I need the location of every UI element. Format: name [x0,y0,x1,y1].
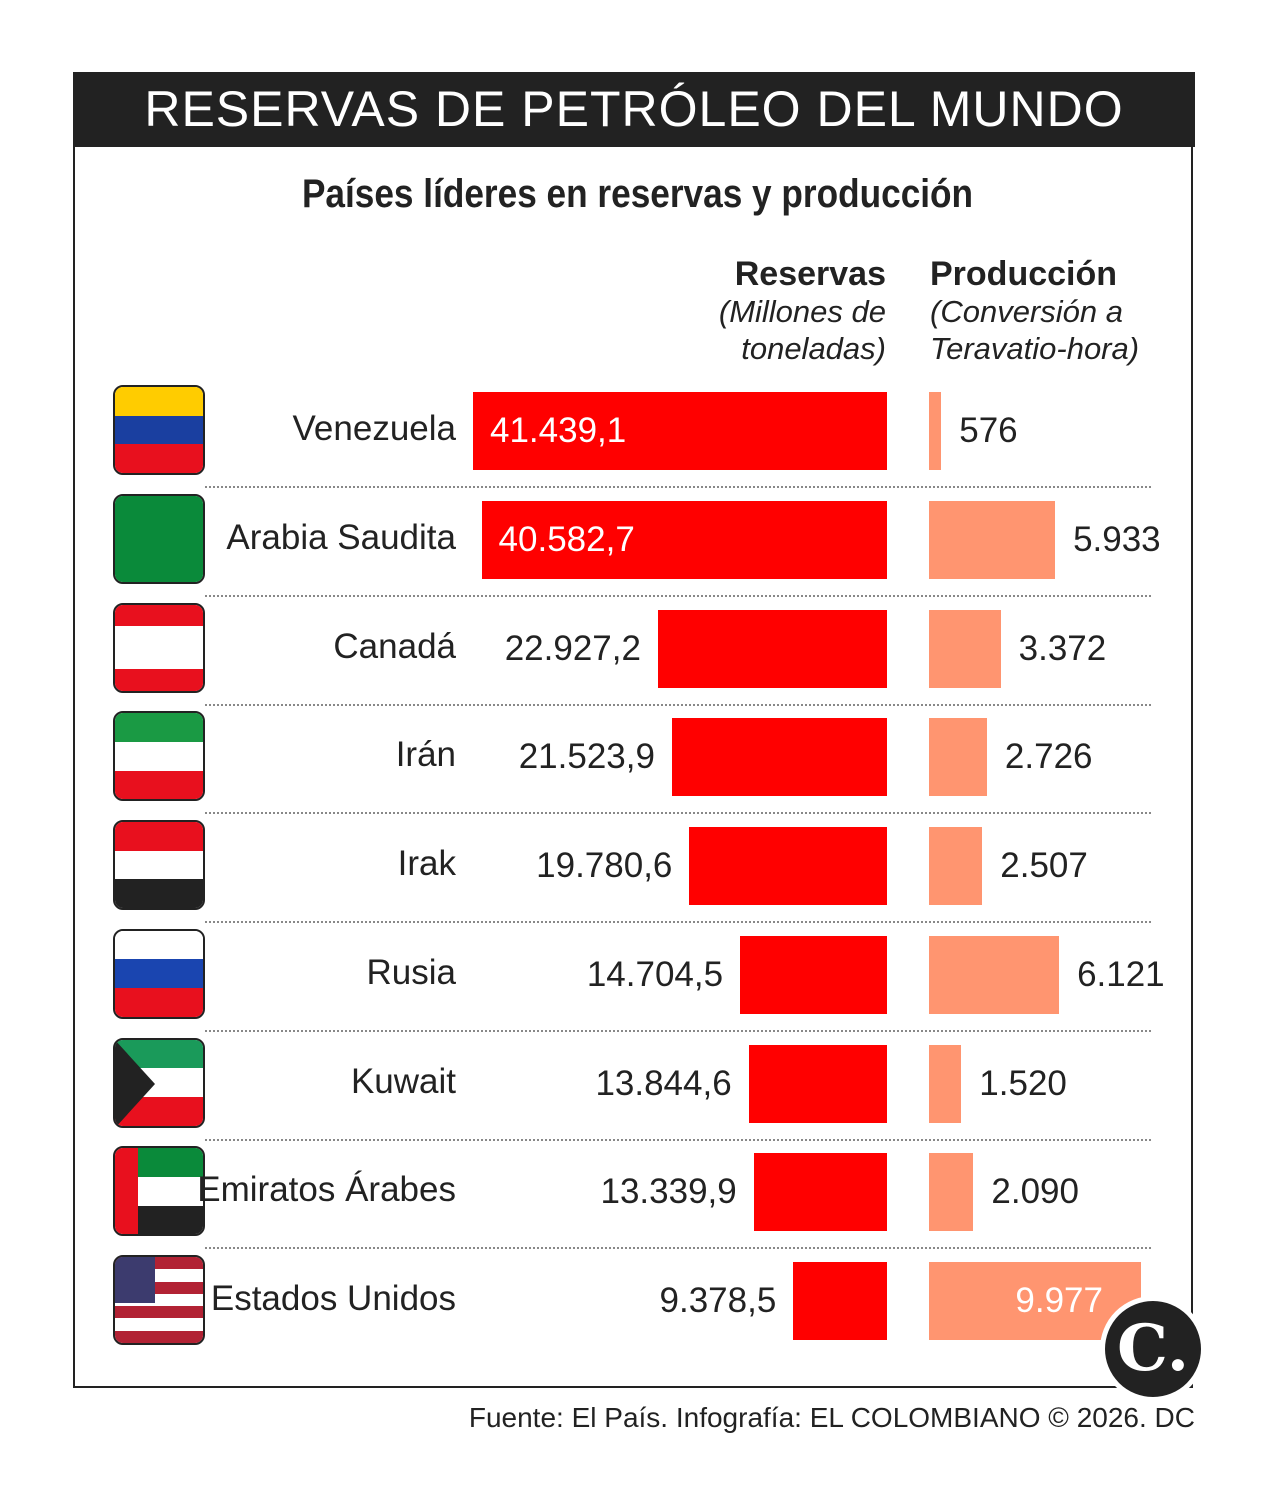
produccion-label: Producción [930,255,1118,293]
reservas-value-label: 41.439,1 [490,411,627,450]
flag-icon [113,820,205,910]
country-name: Estados Unidos [210,1279,456,1318]
row-separator [205,486,1151,488]
source-credit: Fuente: El País. Infografía: EL COLOMBIA… [468,1402,1195,1433]
flag-icon [113,602,205,693]
reservas-label: Reservas [734,255,886,293]
reservas-bar [748,1044,887,1123]
flag-icon [113,493,205,584]
produccion-value-label: 3.372 [1018,628,1107,668]
reservas-bar [753,1153,887,1232]
flag-icon [113,1255,205,1345]
reservas-bar [671,718,887,797]
title: RESERVAS DE PETRÓLEO DEL MUNDO [73,72,1195,147]
produccion-bar [929,935,1060,1014]
reservas-bar [793,1262,887,1340]
produccion-unit-2: Teravatio-hora) [930,331,1140,366]
flag-icon [113,1037,205,1128]
country-name: Canadá [333,626,456,666]
produccion-bar [929,827,983,905]
subtitle: Países líderes en reservas y producción [301,172,974,216]
reservas-value-label: 40.582,7 [498,519,635,559]
row-separator [205,1247,1151,1250]
reservas-unit-2: toneladas) [741,331,886,366]
produccion-unit: (Conversión a [930,294,1123,329]
produccion-bar [929,609,1001,688]
produccion-value-label: 5.933 [1073,519,1161,559]
reservas-bar [481,500,887,579]
row-separator [205,1138,1151,1141]
reservas-value-label: 13.339,9 [600,1172,737,1212]
reservas-bar [740,935,887,1014]
reservas-value-label: 19.780,6 [536,846,673,885]
produccion-value-label: 2.507 [1000,846,1088,885]
produccion-value-label: 6.121 [1077,954,1165,994]
produccion-value-label: 9.977 [1015,1281,1103,1320]
produccion-header: Producción (Conversión a Teravatio-hora) [930,256,1139,367]
produccion-bar [929,718,987,797]
row-separator [205,703,1151,706]
produccion-bar [929,1153,974,1232]
flag-icon [113,711,205,802]
produccion-value-label: 2.090 [991,1172,1079,1212]
produccion-value-label: 576 [959,411,1018,450]
row-separator [205,1029,1151,1032]
reservas-value-label: 14.704,5 [586,954,724,994]
country-name: Irán [395,735,456,775]
row-separator [205,594,1151,597]
produccion-value-label: 2.726 [1004,737,1093,777]
country-name: Venezuela [292,409,456,448]
row-separator [205,921,1151,923]
reservas-bar [689,827,887,905]
reservas-value-label: 21.523,9 [518,737,655,777]
produccion-value-label: 1.520 [979,1063,1067,1103]
country-name: Kuwait [350,1061,456,1101]
produccion-bar [929,500,1056,579]
reservas-bar [473,392,887,470]
reservas-bar [657,609,887,688]
flag-icon [113,1146,205,1237]
el-colombiano-logo: C. [1100,1296,1206,1402]
produccion-bar [929,392,942,470]
produccion-bar [929,1044,962,1123]
reservas-value-label: 13.844,6 [595,1063,732,1103]
country-name: Irak [397,844,456,883]
reservas-header: Reservas (Millones de toneladas) [719,256,886,367]
row-separator [205,812,1151,815]
reservas-value-label: 9.378,5 [659,1281,777,1320]
flag-icon [113,385,205,475]
infographic-frame [73,72,1193,1388]
country-name: Arabia Saudita [226,517,456,557]
reservas-unit: (Millones de [718,294,886,329]
reservas-value-label: 22.927,2 [504,628,641,668]
country-name: Emiratos Árabes [197,1170,456,1210]
flag-icon [113,928,205,1019]
country-name: Rusia [366,952,456,992]
